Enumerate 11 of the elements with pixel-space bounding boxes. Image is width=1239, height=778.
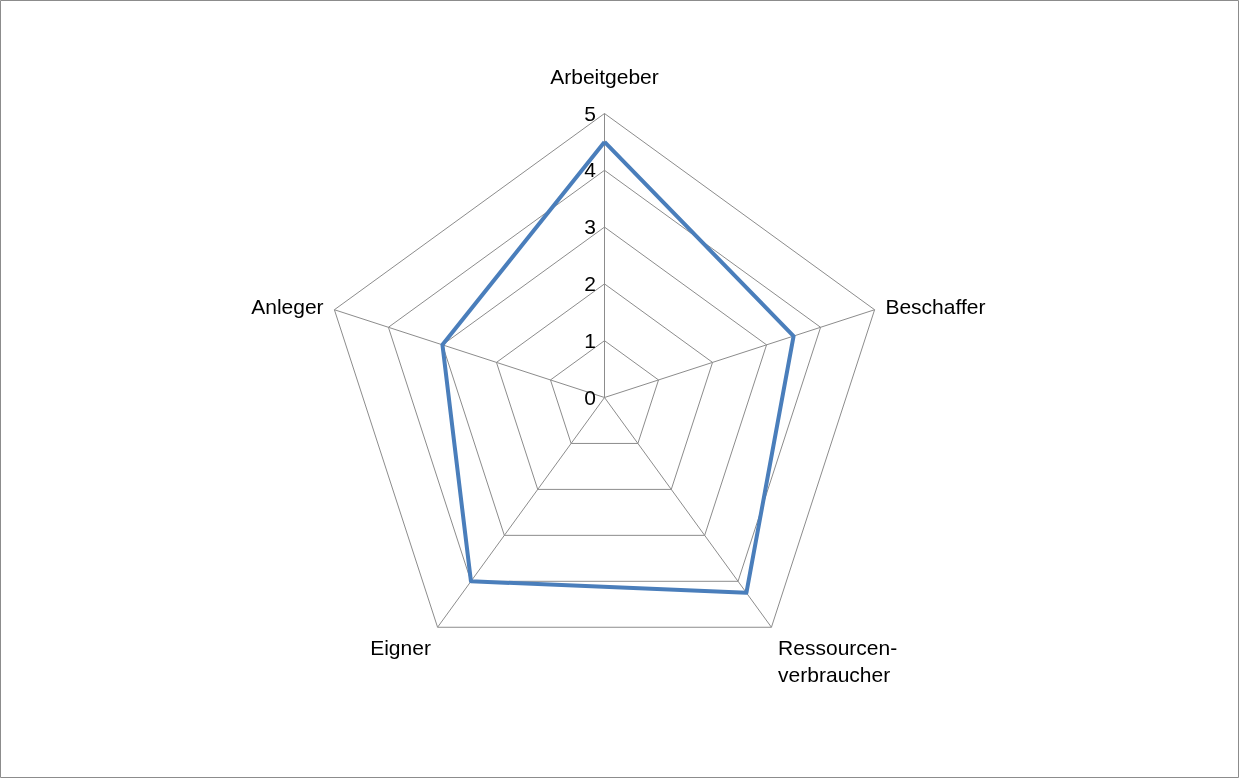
spoke-label: Beschaffer: [885, 294, 986, 318]
y-tick-label: 4: [584, 158, 597, 182]
y-tick-label: 2: [584, 271, 596, 295]
spoke-label: Ressourcen- verbraucher: [778, 636, 898, 686]
y-tick-label: 5: [584, 101, 596, 125]
y-tick-label: 1: [584, 328, 596, 352]
y-tick-label: 0: [584, 385, 596, 409]
spoke-label: Arbeitgeber: [550, 64, 659, 88]
spoke-label: Eigner: [370, 636, 431, 660]
spoke-label: Anleger: [251, 294, 324, 318]
y-tick-label: 3: [584, 215, 596, 239]
